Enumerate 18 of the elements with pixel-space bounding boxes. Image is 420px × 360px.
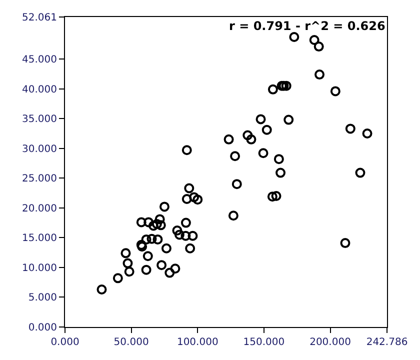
x-tick-label: 50.000: [114, 337, 149, 348]
y-tick-label: 0.000: [28, 322, 57, 334]
x-tick-label: 242.786: [366, 337, 408, 348]
y-tick-label: 25.000: [22, 174, 57, 185]
x-tick-label: 200.000: [310, 337, 351, 348]
x-tick-label: 0.000: [50, 337, 80, 348]
y-tick-label: 52.061: [22, 12, 57, 24]
y-tick-label: 35.000: [22, 114, 57, 126]
x-tick-label: 150.000: [243, 337, 285, 348]
y-tick-label: 20.000: [22, 203, 57, 214]
x-tick-label: 100.000: [176, 337, 218, 348]
y-tick-label: 15.000: [22, 233, 57, 244]
y-tick-label: 5.000: [28, 292, 57, 304]
y-tick-label: 40.000: [22, 84, 57, 96]
annotation: r = 0.791 - r^2 = 0.626: [229, 19, 386, 33]
y-tick-label: 10.000: [22, 262, 57, 274]
y-tick-label: 45.000: [22, 54, 57, 66]
y-tick-label: 30.000: [22, 144, 57, 155]
